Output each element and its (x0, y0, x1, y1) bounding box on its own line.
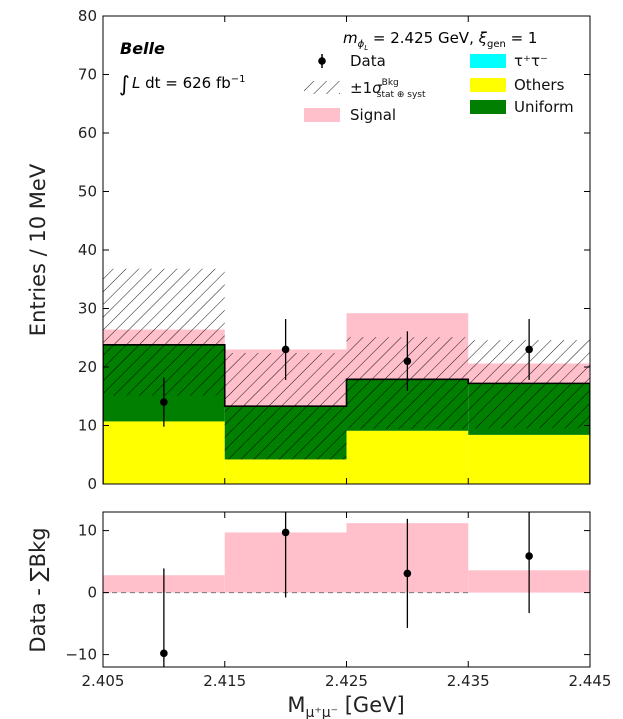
bkg-others-bar-0 (103, 421, 225, 484)
main-ytick-label: 70 (78, 66, 97, 84)
xtick-label: 2.405 (82, 672, 125, 690)
legend-entry-signal: Signal (304, 106, 396, 124)
legend-entry-uniform: Uniform (470, 98, 574, 116)
bkg-others-bar-1 (224, 459, 347, 484)
experiment-label: Belle (120, 39, 165, 58)
legend: Data ±1σBkg stat ⊕ syst Signal τ⁺τ⁻ Other… (304, 52, 574, 124)
data-point-0 (160, 398, 168, 406)
main-ytick-label: 30 (78, 300, 97, 318)
ratio-ytick-label: 0 (87, 584, 97, 602)
main-ytick-label: 10 (78, 417, 97, 435)
main-panel-plot-area (103, 268, 590, 484)
ratio-data-point-0 (160, 649, 168, 658)
ratio-data-point-3 (525, 552, 533, 560)
x-axis-label: Mμ⁺μ⁻ [GeV] (287, 693, 404, 719)
data-point-1 (281, 345, 290, 354)
bkg-others-bar-2 (346, 430, 469, 484)
main-ytick-label: 80 (78, 7, 97, 25)
y-axis-label-main: Entries / 10 MeV (26, 163, 50, 336)
main-ytick-label: 60 (78, 124, 97, 142)
ratio-data-point-2 (403, 569, 412, 578)
svg-text:Uniform: Uniform (514, 98, 574, 116)
svg-text:Others: Others (514, 76, 565, 94)
main-ytick-label: 20 (78, 358, 97, 376)
uncertainty-band-0 (103, 268, 225, 396)
ratio-ytick-label: −10 (65, 646, 97, 664)
main-ytick-label: 0 (87, 475, 97, 493)
legend-entry-uncertainty-band: ±1σBkg stat ⊕ syst (304, 78, 426, 100)
svg-text:Data: Data (350, 52, 386, 70)
legend-entry-others: Others (470, 76, 565, 94)
mass-hypothesis-label: mϕL = 2.425 GeV, ξgen = 1 (343, 29, 537, 52)
main-ytick-label: 40 (78, 241, 97, 259)
y-axis-label-ratio: Data - ∑Bkg (26, 527, 50, 652)
xtick-label: 2.435 (447, 672, 490, 690)
ratio-data-point-1 (281, 528, 290, 537)
total-background-outline (103, 343, 590, 484)
luminosity-label: ∫ L dt = 626 fb−1 (119, 72, 246, 96)
legend-entry-data: Data (318, 52, 386, 70)
main-ytick-label: 50 (78, 183, 97, 201)
xtick-label: 2.425 (325, 672, 368, 690)
data-point-2 (403, 357, 412, 365)
legend-entry-tautau: τ⁺τ⁻ (470, 52, 548, 70)
ratio-ytick-label: 10 (78, 522, 97, 540)
bkg-others-bar-3 (468, 434, 590, 484)
svg-text:τ⁺τ⁻: τ⁺τ⁻ (514, 52, 548, 70)
ratio-panel-plot-area (103, 512, 590, 667)
svg-text:Signal: Signal (350, 106, 396, 124)
xtick-label: 2.445 (569, 672, 612, 690)
data-point-3 (525, 345, 533, 354)
xtick-label: 2.415 (203, 672, 246, 690)
axes-layer: 0 10 20 30 40 50 60 70 80 −10 0 10 2.405 2.415 2.425 2.… (65, 7, 611, 690)
